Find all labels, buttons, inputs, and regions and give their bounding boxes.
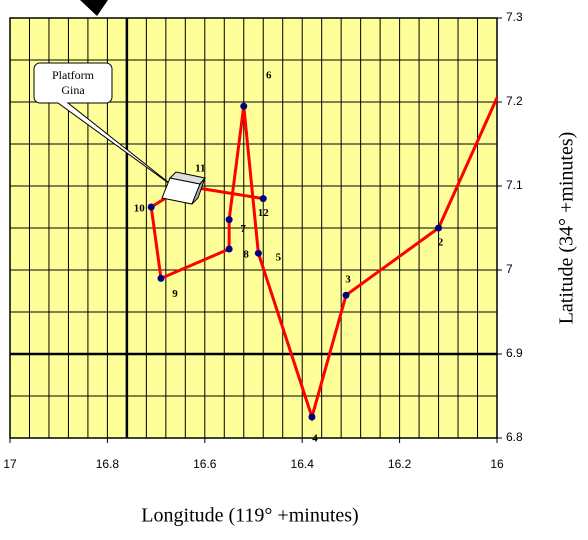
y-tick-label: 7.1	[506, 178, 523, 192]
callout-box	[33, 62, 179, 191]
arrow-icon	[80, 0, 108, 16]
x-axis-label: Longitude (119° +minutes)	[141, 505, 358, 527]
callout-text: Platform	[52, 68, 95, 82]
track-point	[157, 274, 165, 282]
plot-frame	[9, 17, 498, 439]
point-label: 3	[345, 274, 351, 286]
x-tick-label: 16.8	[96, 457, 120, 471]
x-tick-label: 16.2	[388, 457, 412, 471]
point-label: 11	[195, 163, 205, 175]
track-point	[308, 413, 316, 421]
plot-area: 17 16.8 16.6 16.4 16.2 166.8 6.9 7 7.1 7.2 7.3 2 3 4 5…	[3, 10, 523, 471]
track-line	[149, 97, 499, 423]
point-label: 6	[266, 70, 272, 82]
point-label: 7	[240, 223, 246, 235]
x-tick-label: 16.6	[193, 457, 217, 471]
x-tick-label: 16	[490, 457, 504, 471]
y-tick-label: 7.2	[506, 94, 523, 108]
point-label: 8	[243, 249, 249, 261]
point-label: 12	[258, 207, 270, 219]
point-label: 10	[134, 203, 146, 215]
y-tick-label: 6.8	[506, 430, 523, 444]
x-tick-label: 17	[3, 457, 17, 471]
y-tick-label: 6.9	[506, 346, 523, 360]
track-point	[225, 216, 233, 224]
point-label: 5	[276, 252, 282, 264]
x-tick-label: 16.4	[291, 457, 315, 471]
track-point	[147, 203, 155, 211]
y-tick-label: 7	[506, 262, 513, 276]
track-point	[225, 245, 233, 253]
track-point	[254, 249, 262, 257]
track-point	[435, 224, 443, 232]
point-label: 2	[438, 237, 444, 249]
track-point	[259, 195, 267, 203]
y-axis-label: Latitude (34° +minutes)	[556, 132, 578, 325]
point-label: 4	[312, 433, 318, 445]
callout-text: Gina	[61, 83, 85, 97]
point-label: 9	[172, 288, 178, 300]
platform-icon	[161, 171, 206, 205]
track-point	[342, 291, 350, 299]
y-tick-label: 7.3	[506, 10, 523, 24]
track-point	[240, 102, 248, 110]
